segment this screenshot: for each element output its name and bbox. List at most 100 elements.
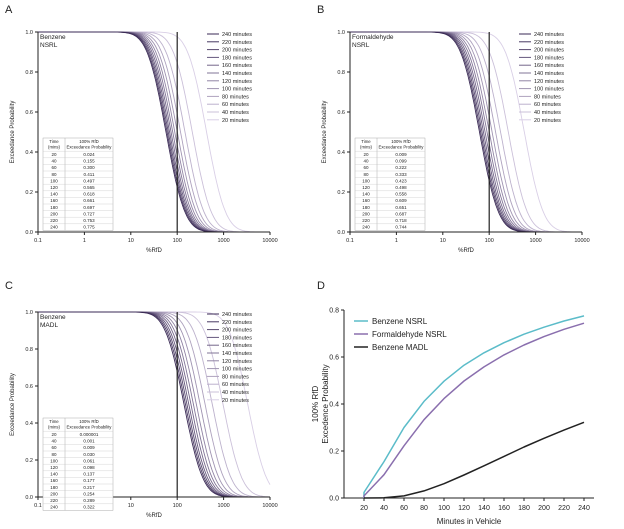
- x-tick-label: 10: [128, 238, 134, 244]
- y-tick-label: 0.2: [25, 458, 33, 464]
- x-tick-label: 0.1: [34, 238, 42, 244]
- legend-label: 100 minutes: [534, 87, 564, 93]
- table-cell: 0.775: [83, 225, 95, 230]
- x-tick-label: 220: [558, 505, 570, 512]
- x-tick-label: 100: [173, 238, 182, 244]
- legend-label: 40 minutes: [222, 110, 249, 116]
- legend-label: 20 minutes: [222, 398, 249, 404]
- table-header: Exceedance Probability: [379, 145, 425, 150]
- legend-label: 100 minutes: [222, 367, 252, 373]
- y-tick-label: 0.8: [329, 308, 339, 315]
- legend-label: 160 minutes: [222, 63, 252, 69]
- legend-label: 240 minutes: [534, 32, 564, 38]
- legend-label: 80 minutes: [222, 94, 249, 100]
- table-cell: 220: [50, 218, 58, 223]
- table-cell: 0.254: [83, 491, 95, 496]
- table-cell: 80: [363, 172, 369, 177]
- legend-label: 120 minutes: [222, 79, 252, 85]
- y-tick-label: 0.2: [329, 449, 339, 456]
- legend-label: 20 minutes: [534, 118, 561, 124]
- legend-label: Benzene MADL: [372, 343, 429, 352]
- x-tick-label: 10: [440, 238, 446, 244]
- table-cell: 80: [51, 172, 57, 177]
- x-tick-label: 10000: [262, 238, 277, 244]
- table-cell: 0.289: [83, 498, 95, 503]
- table-cell: 20: [51, 152, 57, 157]
- table-cell: 0.009: [395, 152, 407, 157]
- table-cell: 0.217: [83, 485, 95, 490]
- table-cell: 0.099: [395, 159, 407, 164]
- y-tick-label: 0.4: [329, 402, 339, 409]
- table-header: (mins): [48, 425, 61, 430]
- y-axis-label: Exceedance Probability: [10, 101, 16, 164]
- table-header: (mins): [48, 145, 61, 150]
- y-tick-label: 0.6: [329, 355, 339, 362]
- legend-label: Benzene NSRL: [372, 317, 428, 326]
- y-tick-label: 0.4: [337, 150, 345, 156]
- table-cell: 100: [50, 458, 58, 463]
- legend-label: 140 minutes: [222, 71, 252, 77]
- table-header: Time: [49, 139, 59, 144]
- x-axis-label: %RfD: [458, 248, 474, 254]
- legend-label: 220 minutes: [534, 40, 564, 46]
- y-tick-label: 0.0: [337, 230, 345, 236]
- legend-label: 200 minutes: [534, 48, 564, 54]
- table-cell: 240: [50, 505, 58, 510]
- table-cell: 0.155: [83, 159, 95, 164]
- table-cell: 140: [362, 192, 370, 197]
- x-axis-label: Minutes in Vehicle: [437, 517, 502, 526]
- y-axis-label: Exceedance Probability: [322, 101, 328, 164]
- table-cell: 120: [362, 185, 370, 190]
- table-header: Time: [49, 419, 59, 424]
- table-cell: 0.024: [83, 152, 95, 157]
- table-cell: 0.565: [83, 185, 95, 190]
- table-cell: 180: [362, 205, 370, 210]
- table-cell: 0.609: [395, 198, 407, 203]
- x-tick-label: 160: [498, 505, 510, 512]
- x-tick-label: 1: [83, 238, 86, 244]
- legend-label: 200 minutes: [222, 328, 252, 334]
- x-tick-label: 100: [438, 505, 450, 512]
- table-cell: 200: [362, 211, 370, 216]
- legend-label: 180 minutes: [222, 55, 252, 61]
- x-tick-label: 180: [518, 505, 530, 512]
- legend-label: 200 minutes: [222, 48, 252, 54]
- panel-b: B 0.0 0.2 0.4 0.6 0.8 1.0 0.1 1 10 100 1000 10000 %R…: [312, 0, 624, 264]
- table-cell: 0.000001: [80, 432, 99, 437]
- table-cell: 0.618: [83, 192, 95, 197]
- x-tick-label: 140: [478, 505, 490, 512]
- table-header: Time: [361, 139, 371, 144]
- table-cell: 20: [51, 432, 57, 437]
- table-cell: 200: [50, 491, 58, 496]
- legend-label: 120 minutes: [222, 359, 252, 365]
- legend-label: 100 minutes: [222, 87, 252, 93]
- table-cell: 0.744: [395, 225, 407, 230]
- table-cell: 0.423: [395, 178, 407, 183]
- y-tick-label: 0.8: [337, 70, 345, 76]
- table-cell: 0.177: [83, 478, 95, 483]
- table-cell: 100: [50, 178, 58, 183]
- table-header: 100% RfD: [391, 139, 411, 144]
- table-cell: 0.697: [83, 205, 95, 210]
- x-tick-label: 1000: [217, 503, 229, 509]
- table-cell: 120: [50, 185, 58, 190]
- y-tick-label: 0.6: [25, 384, 33, 390]
- x-tick-label: 60: [400, 505, 408, 512]
- y-tick-label: 0.0: [25, 495, 33, 501]
- panel-label: A: [5, 4, 13, 16]
- legend-label: 60 minutes: [222, 102, 249, 108]
- table-cell: 0.001: [83, 439, 95, 444]
- exceedance-chart: 0.00.20.40.60.81.00.1110100100010000%RfD…: [10, 310, 278, 519]
- y-tick-label: 0.8: [25, 70, 33, 76]
- y-tick-label: 0.0: [25, 230, 33, 236]
- table-cell: 0.687: [395, 211, 407, 216]
- table-cell: 0.222: [395, 165, 407, 170]
- y-tick-label: 1.0: [337, 30, 345, 36]
- table-cell: 100: [362, 178, 370, 183]
- y-tick-label: 0.2: [337, 190, 345, 196]
- table-cell: 40: [51, 439, 57, 444]
- legend-label: 80 minutes: [534, 94, 561, 100]
- y-tick-label: 1.0: [25, 310, 33, 316]
- table-cell: 160: [362, 198, 370, 203]
